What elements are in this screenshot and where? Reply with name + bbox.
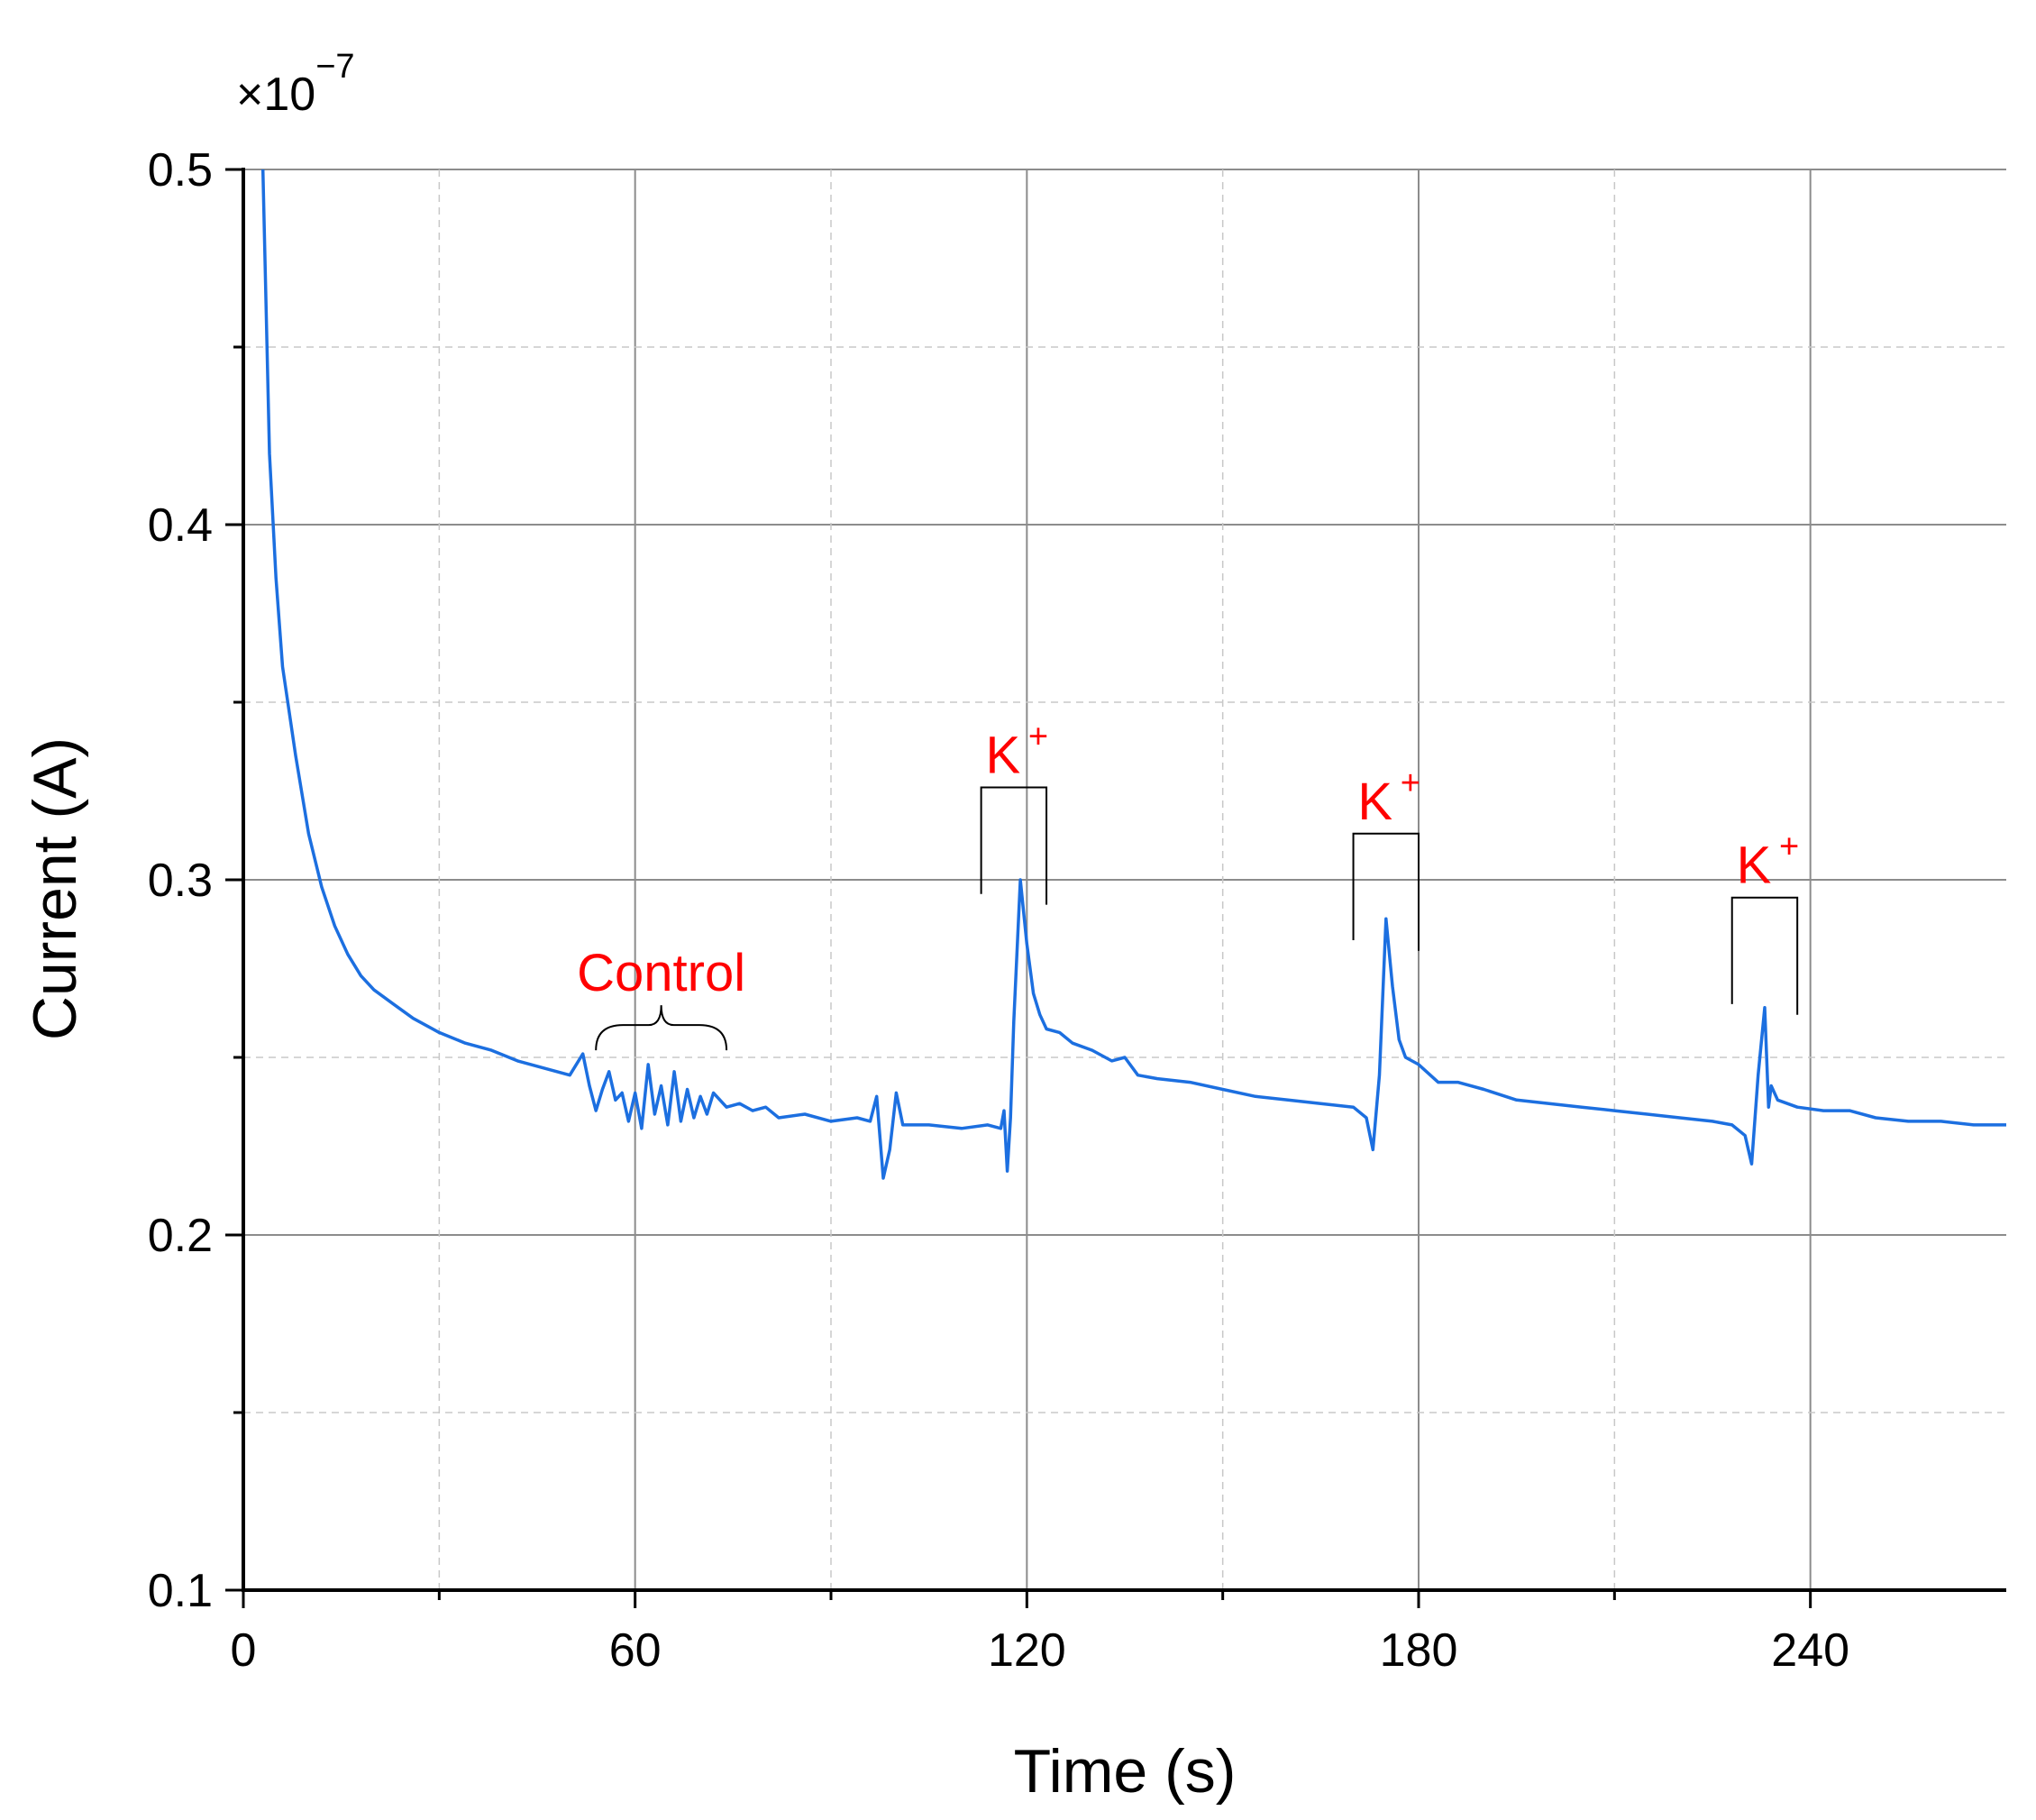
annotation-control-label: Control: [577, 944, 745, 1002]
y-scale-prefix: ×10: [236, 69, 315, 121]
y-scale-label: ×10−7: [236, 48, 355, 121]
y-tick-label: 0.1: [148, 1565, 213, 1617]
control-brace: [595, 1005, 728, 1051]
x-tick-label: 0: [231, 1624, 257, 1677]
x-tick-label: 180: [1380, 1624, 1458, 1677]
k-bracket: [1730, 896, 1799, 1015]
x-tick-label: 120: [988, 1624, 1066, 1677]
x-tick-label: 60: [609, 1624, 662, 1677]
labels: Time (s) Current (A) ×10−7: [21, 48, 1236, 1806]
annotation-k-superscript: +: [1028, 718, 1048, 756]
y-tick-label: 0.4: [148, 499, 213, 552]
k-bracket: [1352, 832, 1420, 951]
grid: [243, 169, 2006, 1590]
annotation-k-superscript: +: [1779, 828, 1799, 866]
k-bracket: [980, 786, 1048, 905]
x-axis-title: Time (s): [1014, 1737, 1237, 1806]
annotation-k-label: K: [1357, 773, 1392, 831]
y-scale-exponent: −7: [315, 48, 354, 86]
series-line: [260, 169, 2006, 1180]
x-tick-label: 240: [1771, 1624, 1849, 1677]
annotation-k-label: K: [986, 727, 1021, 785]
y-tick-label: 0.5: [148, 144, 213, 197]
y-tick-label: 0.2: [148, 1210, 213, 1262]
annotation-k-superscript: +: [1401, 764, 1420, 802]
annotation-k-label: K: [1737, 837, 1772, 895]
y-axis-title: Current (A): [21, 737, 89, 1040]
y-tick-label: 0.3: [148, 855, 213, 907]
data-line: [260, 169, 2006, 1180]
axes: 0 60 120 180 240 0.1 0.2 0.3 0.4 0.5: [148, 144, 2006, 1677]
